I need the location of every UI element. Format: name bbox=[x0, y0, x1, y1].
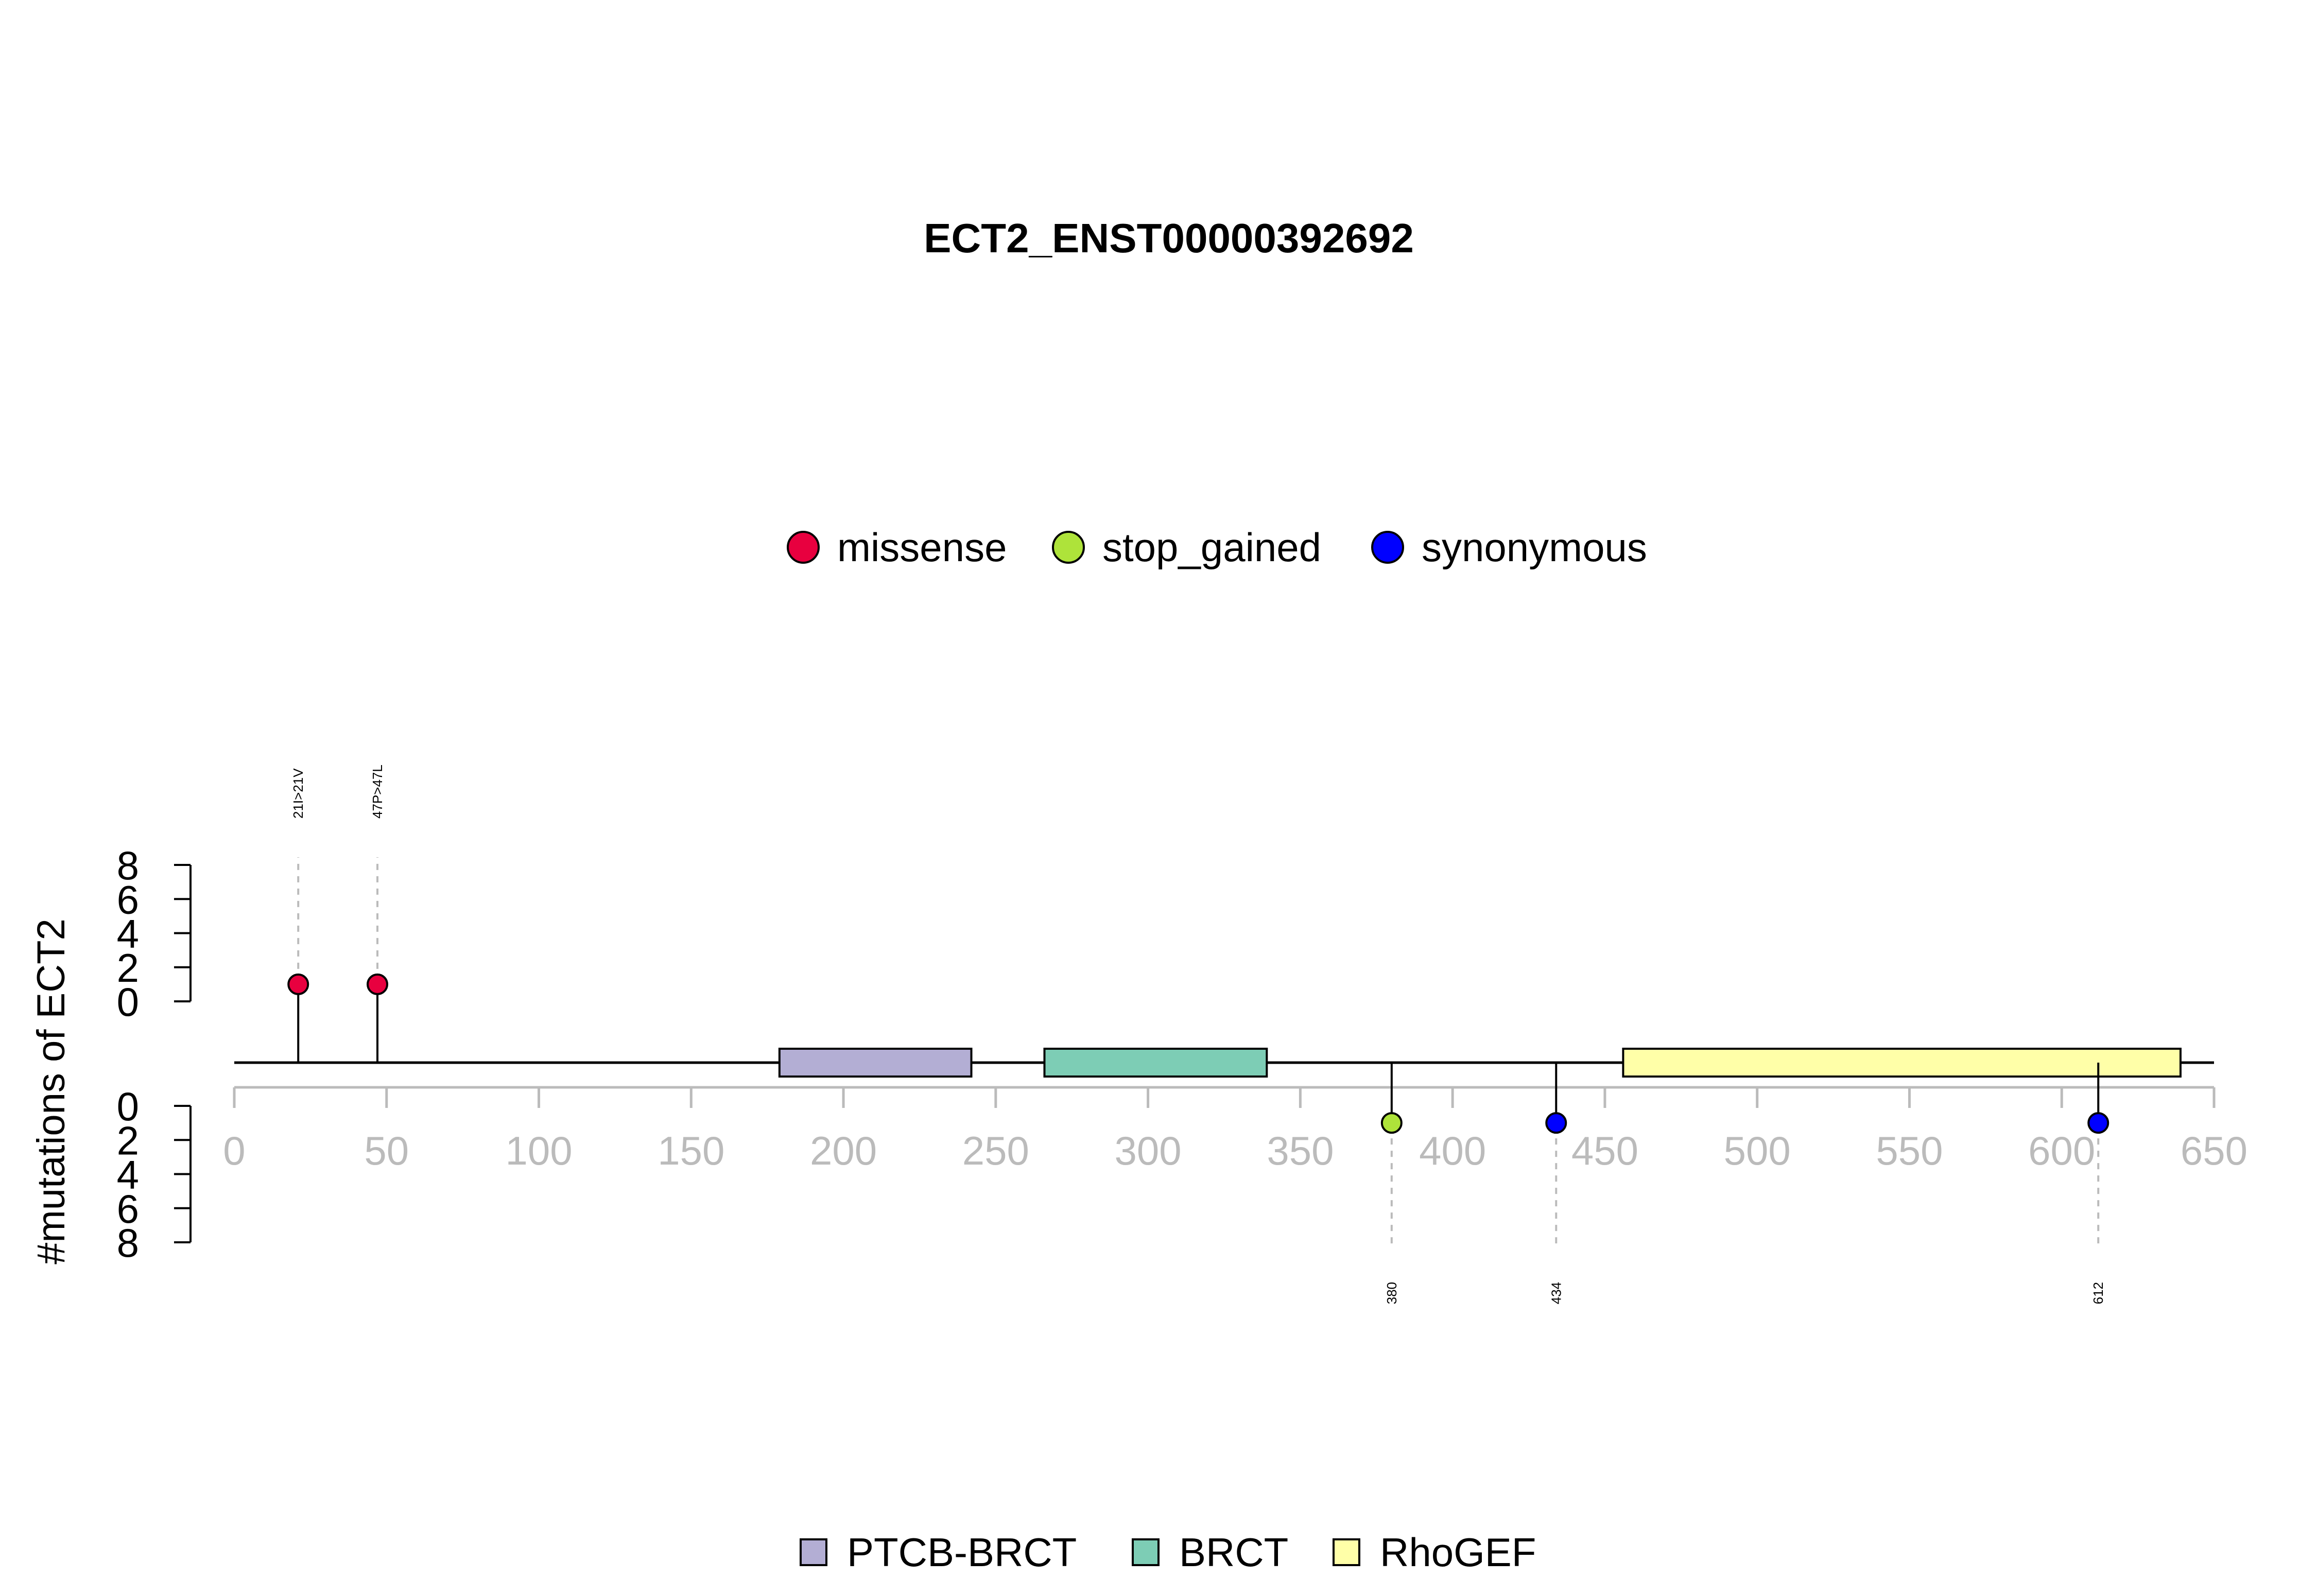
y-bottom-tick-label: 2 bbox=[117, 1118, 139, 1163]
x-tick-label: 600 bbox=[2028, 1128, 2095, 1173]
x-tick-label: 100 bbox=[505, 1128, 572, 1173]
domain-legend-label-PTCB-BRCT: PTCB-BRCT bbox=[847, 1530, 1077, 1575]
legend-label-stop_gained: stop_gained bbox=[1102, 525, 1321, 570]
domain-legend-swatch-RhoGEF bbox=[1333, 1538, 1360, 1566]
lollipop-head-missense bbox=[287, 973, 309, 995]
y-bottom-tick-label: 0 bbox=[117, 1084, 139, 1129]
lollipop-head-synonymous bbox=[2087, 1112, 2109, 1134]
mutation-label: 612 bbox=[2090, 1282, 2106, 1304]
x-axis: 0 50 100 150 200 250 300 350 400 450 500 550 600 650 bbox=[223, 1086, 2247, 1173]
x-tick-label: 400 bbox=[1419, 1128, 1486, 1173]
domain-RhoGEF bbox=[1622, 1048, 2182, 1078]
x-tick-label: 550 bbox=[1876, 1128, 1943, 1173]
mutation-label: 47P>47L bbox=[370, 765, 385, 819]
lollipop-head-missense bbox=[367, 973, 389, 995]
domain-legend-label-RhoGEF: RhoGEF bbox=[1380, 1530, 1536, 1575]
x-tick-label: 0 bbox=[223, 1128, 245, 1173]
lollipop-heads bbox=[287, 973, 2109, 1134]
y-top-tick-label: 0 bbox=[117, 979, 139, 1025]
domain-PTCB-BRCT bbox=[778, 1048, 973, 1078]
x-tick-label: 50 bbox=[364, 1128, 409, 1173]
y-top-tick-label: 8 bbox=[117, 843, 139, 888]
y-top-tick-label: 4 bbox=[117, 911, 139, 957]
chart-title: ECT2_ENST00000392692 bbox=[924, 215, 1414, 261]
y-top-tick-label: 6 bbox=[117, 877, 139, 922]
mutation-legend: missense stop_gained synonymous bbox=[787, 525, 1647, 570]
x-tick-label: 500 bbox=[1724, 1128, 1791, 1173]
y-axis-label: #mutations of ECT2 bbox=[29, 918, 73, 1264]
mutation-label: 380 bbox=[1384, 1282, 1399, 1304]
domain-BRCT bbox=[1043, 1048, 1268, 1078]
legend-label-missense: missense bbox=[837, 525, 1007, 570]
mutation-labels: 21I>21V 47P>47L 380 434 612 bbox=[290, 765, 2106, 1304]
lollipop-head-synonymous bbox=[1545, 1112, 1567, 1134]
legend-label-synonymous: synonymous bbox=[1422, 525, 1647, 570]
mutation-label: 434 bbox=[1548, 1282, 1564, 1304]
domain-legend-swatch-BRCT bbox=[1132, 1538, 1160, 1566]
mutation-label: 21I>21V bbox=[290, 768, 306, 819]
lollipop-stems bbox=[297, 984, 2100, 1123]
label-guides bbox=[297, 857, 2100, 1246]
x-tick-label: 300 bbox=[1115, 1128, 1182, 1173]
domain-legend-swatch-PTCB-BRCT bbox=[800, 1538, 827, 1566]
legend-marker-stop_gained bbox=[1052, 531, 1085, 564]
x-tick-label: 200 bbox=[810, 1128, 877, 1173]
y-bottom-tick-label: 4 bbox=[117, 1152, 139, 1198]
domain-legend: PTCB-BRCT BRCT RhoGEF bbox=[800, 1530, 1536, 1575]
y-bottom-tick-label: 8 bbox=[117, 1220, 139, 1265]
domain-legend-label-BRCT: BRCT bbox=[1179, 1530, 1288, 1575]
x-tick-label: 350 bbox=[1267, 1128, 1334, 1173]
y-bottom-tick-label: 6 bbox=[117, 1186, 139, 1231]
x-tick-label: 250 bbox=[962, 1128, 1029, 1173]
legend-marker-missense bbox=[787, 531, 820, 564]
lollipop-head-stop_gained bbox=[1380, 1112, 1403, 1134]
x-tick-label: 450 bbox=[1571, 1128, 1638, 1173]
y-top-tick-label: 2 bbox=[117, 945, 139, 991]
legend-marker-synonymous bbox=[1371, 531, 1404, 564]
x-tick-label: 150 bbox=[658, 1128, 724, 1173]
x-tick-label: 650 bbox=[2181, 1128, 2247, 1173]
domain-boxes bbox=[778, 1048, 2182, 1078]
